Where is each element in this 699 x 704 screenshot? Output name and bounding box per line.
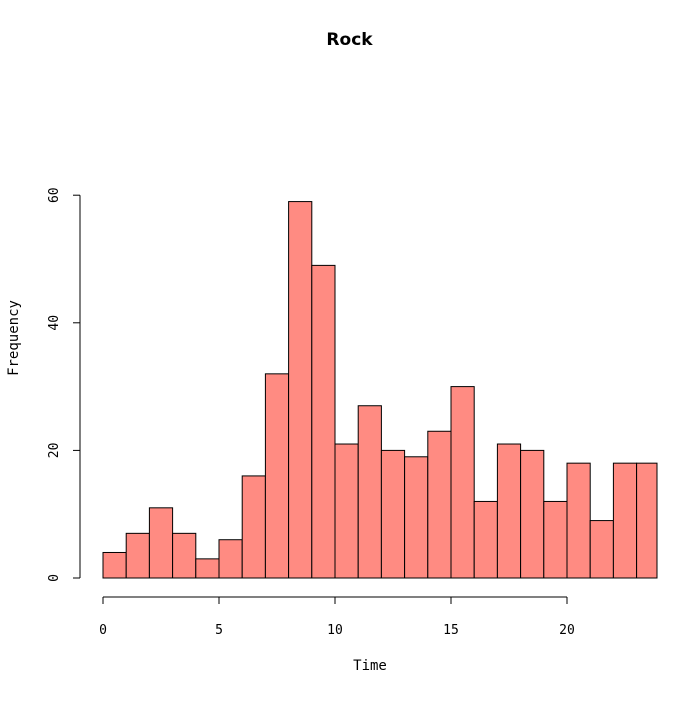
histogram-bar-15 (450, 386, 475, 579)
histogram-bar-20 (566, 462, 591, 579)
histogram-bar-12 (380, 449, 406, 579)
y-axis: 0 20 40 60 (47, 187, 81, 582)
chart-title: Rock (326, 30, 373, 50)
y-tick-label-40: 40 (47, 315, 62, 331)
y-tick-label-60: 60 (47, 187, 62, 203)
histogram-bar-0 (102, 551, 127, 579)
histogram-bar-6 (241, 475, 266, 579)
histogram-bar-11 (357, 405, 382, 579)
histogram-bar-8 (288, 201, 313, 579)
histogram-bar-1 (125, 532, 150, 579)
x-axis: 0 5 10 15 20 (99, 596, 575, 638)
histogram-bar-3 (172, 532, 197, 579)
histogram-bar-17 (496, 443, 522, 579)
histogram-bar-22 (612, 462, 638, 579)
histogram-bar-19 (543, 500, 568, 579)
histogram-bar-4 (195, 558, 220, 579)
y-tick-label-0: 0 (47, 574, 62, 582)
y-tick-label-20: 20 (47, 443, 62, 459)
x-axis-label: Time (353, 658, 387, 674)
histogram-bar-10 (334, 443, 359, 579)
x-tick-label-20: 20 (559, 623, 575, 638)
y-axis-label: Frequency (6, 300, 22, 376)
x-tick-label-10: 10 (327, 623, 343, 638)
histogram-bar-21 (589, 520, 614, 579)
histogram-bar-14 (427, 430, 452, 579)
histogram-bar-2 (148, 507, 174, 579)
histogram-bar-18 (520, 449, 545, 579)
histogram-bar-13 (404, 456, 429, 579)
histogram-bar-5 (218, 539, 243, 579)
histogram-bar-9 (311, 264, 336, 579)
x-tick-label-15: 15 (443, 623, 459, 638)
histogram-bar-23 (636, 462, 658, 579)
x-tick-label-0: 0 (99, 623, 107, 638)
bars-group (102, 201, 658, 579)
histogram-bar-7 (264, 373, 290, 579)
histogram-bar-16 (473, 500, 498, 579)
x-tick-label-5: 5 (215, 623, 223, 638)
